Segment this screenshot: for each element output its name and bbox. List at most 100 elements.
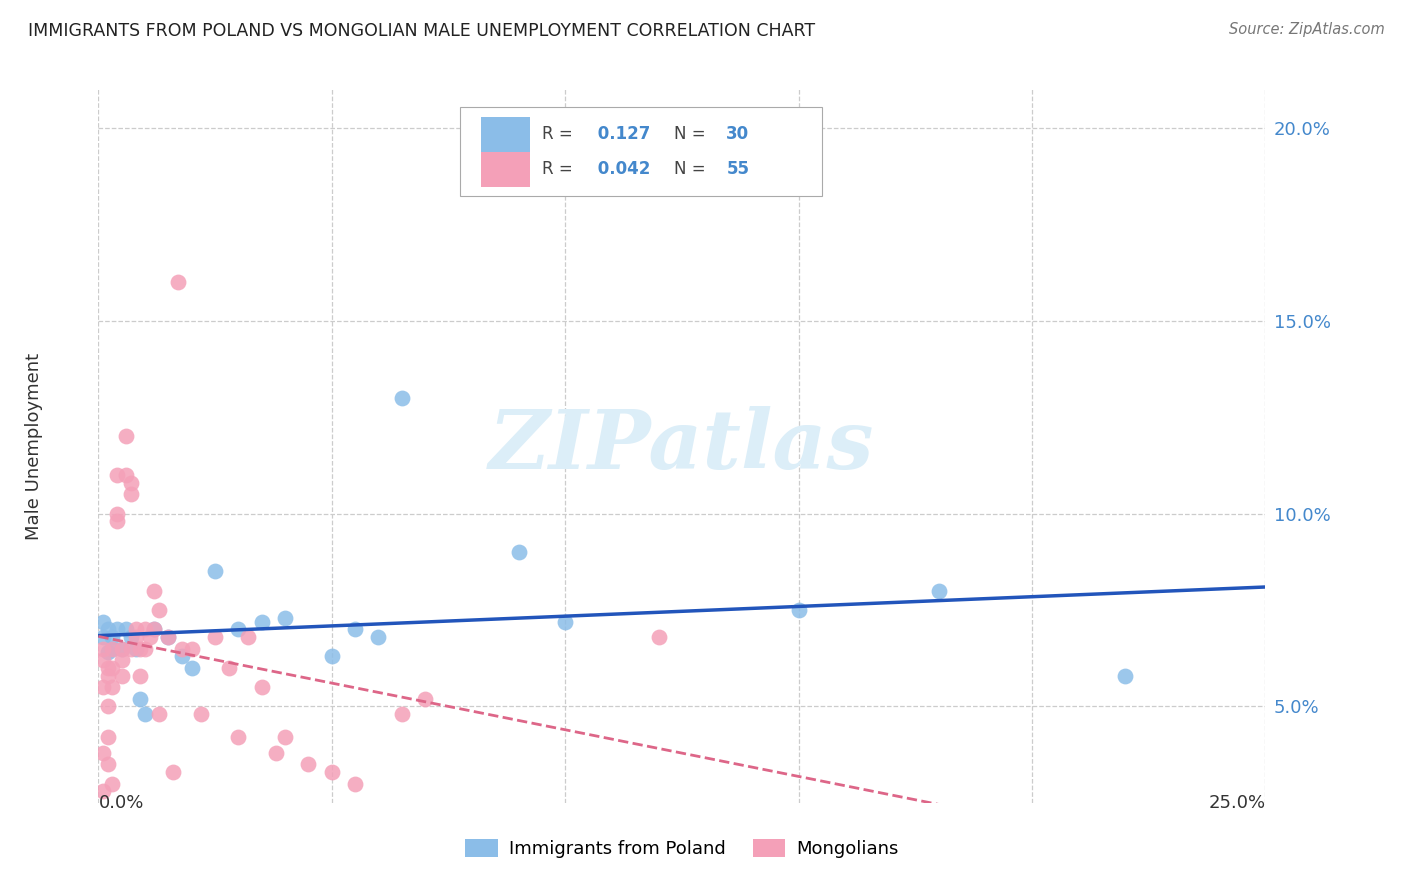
Point xyxy=(321,649,343,664)
Point xyxy=(264,746,287,760)
Point xyxy=(91,641,114,656)
Point xyxy=(250,680,273,694)
Text: 30: 30 xyxy=(727,125,749,143)
Point xyxy=(413,691,436,706)
Point xyxy=(101,680,124,694)
FancyBboxPatch shape xyxy=(481,117,530,152)
Point xyxy=(180,641,202,656)
Point xyxy=(129,641,152,656)
Point xyxy=(148,603,170,617)
Point xyxy=(647,630,669,644)
Point xyxy=(97,645,120,659)
Text: Male Unemployment: Male Unemployment xyxy=(25,352,44,540)
Point xyxy=(134,641,156,656)
Point xyxy=(91,746,114,760)
Point xyxy=(157,630,180,644)
Point xyxy=(97,699,120,714)
Point xyxy=(125,622,148,636)
FancyBboxPatch shape xyxy=(481,152,530,186)
Point xyxy=(228,622,250,636)
Point xyxy=(101,661,124,675)
Point xyxy=(344,622,367,636)
Point xyxy=(172,641,194,656)
Point xyxy=(134,622,156,636)
Point xyxy=(139,630,162,644)
Point xyxy=(162,764,184,779)
Point xyxy=(554,615,576,629)
Point xyxy=(105,507,128,521)
FancyBboxPatch shape xyxy=(460,107,823,196)
Point xyxy=(180,661,202,675)
Point xyxy=(101,641,124,656)
Point xyxy=(97,757,120,772)
Point xyxy=(274,730,297,744)
Text: N =: N = xyxy=(673,161,710,178)
Point xyxy=(111,653,134,667)
Point xyxy=(111,641,134,656)
Point xyxy=(143,583,166,598)
Point xyxy=(111,668,134,682)
Point xyxy=(97,622,120,636)
Point xyxy=(172,649,194,664)
Point xyxy=(105,467,128,482)
Point xyxy=(236,630,259,644)
Text: 0.0%: 0.0% xyxy=(98,794,143,812)
Point xyxy=(218,661,240,675)
Point xyxy=(928,583,950,598)
Point xyxy=(204,565,226,579)
Text: N =: N = xyxy=(673,125,710,143)
Point xyxy=(190,707,212,722)
Point xyxy=(91,784,114,798)
Point xyxy=(508,545,530,559)
Point xyxy=(115,622,138,636)
Point xyxy=(143,622,166,636)
Point xyxy=(101,776,124,790)
Point xyxy=(105,514,128,528)
Point xyxy=(344,776,367,790)
Point xyxy=(391,391,413,405)
Text: 0.127: 0.127 xyxy=(592,125,651,143)
Point xyxy=(105,622,128,636)
Text: 55: 55 xyxy=(727,161,749,178)
Point xyxy=(125,641,148,656)
Point xyxy=(120,641,142,656)
Text: R =: R = xyxy=(541,161,578,178)
Point xyxy=(250,615,273,629)
Point xyxy=(367,630,389,644)
Point xyxy=(1114,668,1136,682)
Point xyxy=(120,475,142,490)
Point xyxy=(129,668,152,682)
Point xyxy=(204,630,226,644)
Point xyxy=(91,630,114,644)
Point xyxy=(111,641,134,656)
Point xyxy=(91,680,114,694)
Point xyxy=(115,467,138,482)
Point xyxy=(97,661,120,675)
Point xyxy=(91,615,114,629)
Point xyxy=(228,730,250,744)
Point xyxy=(157,630,180,644)
Point xyxy=(166,275,188,289)
Text: 0.042: 0.042 xyxy=(592,161,651,178)
Point xyxy=(120,630,142,644)
Point xyxy=(101,641,124,656)
Point xyxy=(143,622,166,636)
Point xyxy=(274,610,297,624)
Text: ZIPatlas: ZIPatlas xyxy=(489,406,875,486)
Text: R =: R = xyxy=(541,125,578,143)
Text: IMMIGRANTS FROM POLAND VS MONGOLIAN MALE UNEMPLOYMENT CORRELATION CHART: IMMIGRANTS FROM POLAND VS MONGOLIAN MALE… xyxy=(28,22,815,40)
Point xyxy=(97,668,120,682)
Point xyxy=(129,691,152,706)
Point xyxy=(97,730,120,744)
Legend: Immigrants from Poland, Mongolians: Immigrants from Poland, Mongolians xyxy=(458,831,905,865)
Point xyxy=(391,707,413,722)
Point xyxy=(321,764,343,779)
Point xyxy=(101,630,124,644)
Point xyxy=(91,653,114,667)
Point xyxy=(148,707,170,722)
Point xyxy=(134,707,156,722)
Text: Source: ZipAtlas.com: Source: ZipAtlas.com xyxy=(1229,22,1385,37)
Point xyxy=(125,630,148,644)
Text: 25.0%: 25.0% xyxy=(1208,794,1265,812)
Point xyxy=(297,757,319,772)
